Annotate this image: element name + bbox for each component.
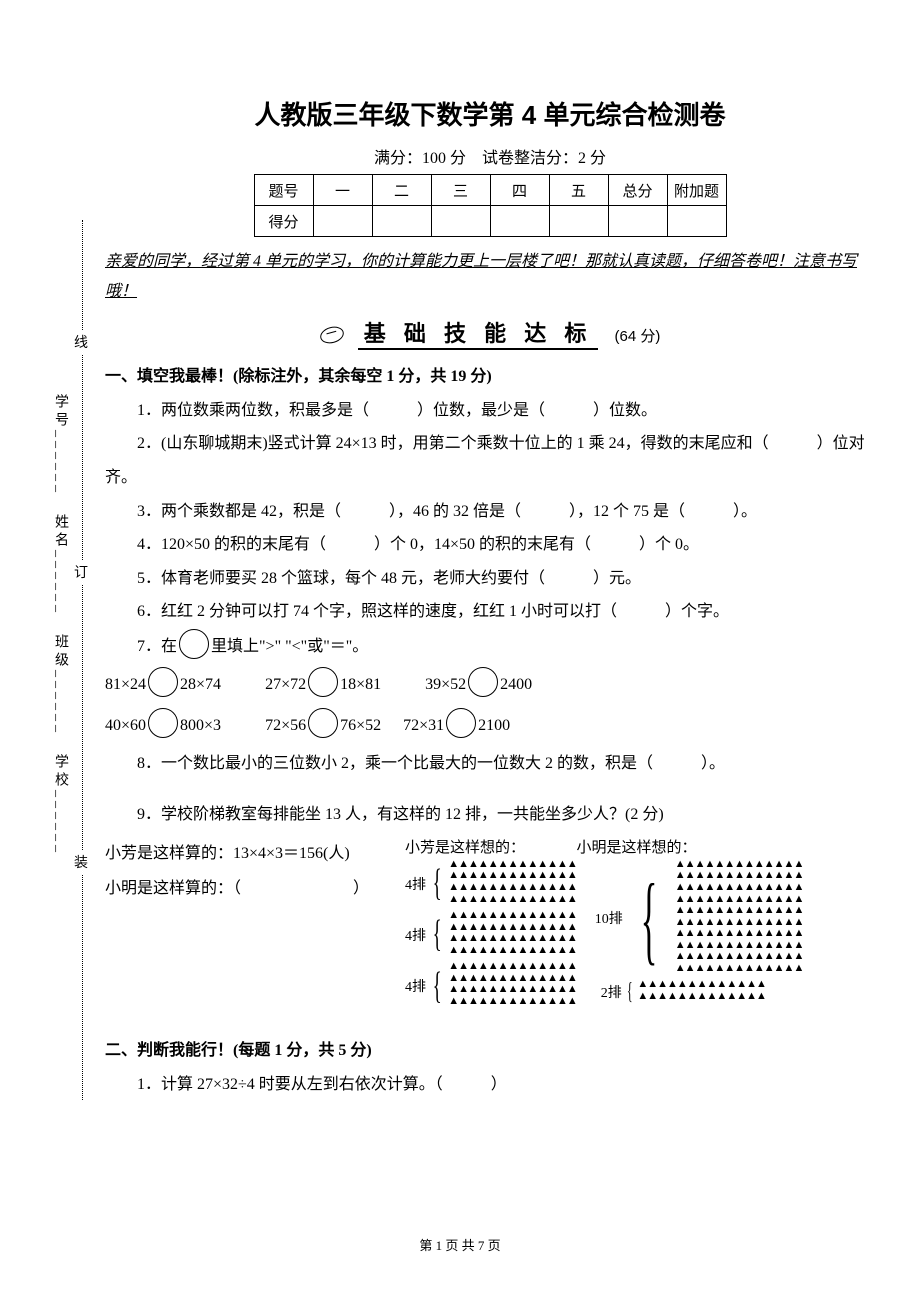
score-cell xyxy=(313,206,372,237)
q9-fang-diagram: 4排 { ▲▲▲▲▲▲▲▲▲▲▲▲▲▲▲▲▲▲▲▲▲▲▲▲▲▲▲▲▲▲▲▲▲▲▲… xyxy=(405,859,577,1013)
question-1: 1．两位数乘两位数，积最多是（ ）位数，最少是（ ）位数。 xyxy=(105,394,875,428)
score-cell: 四 xyxy=(490,175,549,206)
section2-heading: 二、判断我能行！(每题 1 分，共 5 分) xyxy=(105,1036,875,1060)
triangle-block: ▲▲▲▲▲▲▲▲▲▲▲▲▲▲▲▲▲▲▲▲▲▲▲▲▲▲▲▲▲▲▲▲▲▲▲▲▲▲▲▲… xyxy=(675,859,804,974)
brace-label: 10排 xyxy=(595,908,623,928)
thumb-icon xyxy=(318,324,345,346)
banner-text: 基 础 技 能 达 标 xyxy=(358,321,599,350)
score-cell: 题号 xyxy=(254,175,313,206)
score-cell: 得分 xyxy=(254,206,313,237)
brace-label: 2排 xyxy=(601,982,622,1002)
brace-icon: { xyxy=(433,868,442,898)
question-8: 8．一个数比最小的三位数小 2，乘一个比最大的一位数大 2 的数，积是（ ）。 xyxy=(105,747,875,781)
circle-icon xyxy=(468,667,498,697)
intro-text: 亲爱的同学，经过第 4 单元的学习，你的计算能力更上一层楼了吧！那就认真读题，仔… xyxy=(105,247,875,308)
expr: 72×56 xyxy=(265,717,306,734)
expr: 18×81 xyxy=(340,676,381,693)
q9-ming-diagram: 10排 { ▲▲▲▲▲▲▲▲▲▲▲▲▲▲▲▲▲▲▲▲▲▲▲▲▲▲▲▲▲▲▲▲▲▲… xyxy=(595,859,804,1013)
section2-q1: 1．计算 27×32÷4 时要从左到右依次计算。（ ） xyxy=(105,1068,875,1102)
exam-subtitle: 满分：100 分 试卷整洁分：2 分 xyxy=(105,144,875,168)
section-banner: 基 础 技 能 达 标 (64 分) xyxy=(105,316,875,348)
circle-icon xyxy=(148,667,178,697)
expr: 27×72 xyxy=(265,676,306,693)
q9-right: 小芳是这样想的： 小明是这样想的： 4排 { ▲▲▲▲▲▲▲▲▲▲▲▲▲▲▲▲▲… xyxy=(405,836,875,1013)
question-7-lead: 7．在 里填上">" "<"或"＝"。 xyxy=(105,629,875,664)
score-cell xyxy=(549,206,608,237)
score-cell xyxy=(372,206,431,237)
binding-name: 姓名______ xyxy=(50,514,70,616)
brace-label: 4排 xyxy=(405,874,426,894)
score-cell: 总分 xyxy=(608,175,667,206)
question-7-row-a: 81×24 28×74 27×72 18×81 39×52 2400 xyxy=(105,664,875,706)
score-cell xyxy=(608,206,667,237)
triangle-block: ▲▲▲▲▲▲▲▲▲▲▲▲▲▲▲▲▲▲▲▲▲▲▲▲▲▲ xyxy=(637,979,766,1002)
expr: 800×3 xyxy=(180,717,221,734)
expr: 81×24 xyxy=(105,676,146,693)
exam-title: 人教版三年级下数学第 4 单元综合检测卷 xyxy=(105,95,875,132)
triangle-block: ▲▲▲▲▲▲▲▲▲▲▲▲▲▲▲▲▲▲▲▲▲▲▲▲▲▲▲▲▲▲▲▲▲▲▲▲▲▲▲▲… xyxy=(448,910,577,956)
binding-id: 学号______ xyxy=(50,394,70,496)
score-cell: 附加题 xyxy=(667,175,726,206)
q9-fang-think-title: 小芳是这样想的： xyxy=(405,836,525,857)
expr: 2400 xyxy=(500,676,532,693)
expr: 28×74 xyxy=(180,676,221,693)
question-9-body: 小芳是这样算的：13×4×3＝156(人) 小明是这样算的：（ ） 小芳是这样想… xyxy=(105,836,875,1013)
question-4: 4．120×50 的积的末尾有（ ）个 0，14×50 的积的末尾有（ ）个 0… xyxy=(105,528,875,562)
question-6: 6．红红 2 分钟可以打 74 个字，照这样的速度，红红 1 小时可以打（ ）个… xyxy=(105,595,875,629)
q9-left: 小芳是这样算的：13×4×3＝156(人) 小明是这样算的：（ ） xyxy=(105,836,405,906)
binding-marker-xian: 线 xyxy=(74,330,88,354)
circle-icon xyxy=(308,667,338,697)
brace-icon: { xyxy=(640,891,657,946)
score-cell xyxy=(431,206,490,237)
question-3: 3．两个乘数都是 42，积是（ ），46 的 32 倍是（ ），12 个 75 … xyxy=(105,495,875,529)
score-table: 题号 一 二 三 四 五 总分 附加题 得分 xyxy=(254,174,727,237)
page-footer: 第 1 页 共 7 页 xyxy=(0,1235,920,1254)
score-cell xyxy=(667,206,726,237)
content-area: 人教版三年级下数学第 4 单元综合检测卷 满分：100 分 试卷整洁分：2 分 … xyxy=(105,95,875,1102)
q9-ming-calc: 小明是这样算的：（ ） xyxy=(105,871,405,906)
q9-ming-think-title: 小明是这样想的： xyxy=(577,836,697,857)
score-cell xyxy=(490,206,549,237)
expr: 39×52 xyxy=(425,676,466,693)
triangle-block: ▲▲▲▲▲▲▲▲▲▲▲▲▲▲▲▲▲▲▲▲▲▲▲▲▲▲▲▲▲▲▲▲▲▲▲▲▲▲▲▲… xyxy=(448,961,577,1007)
question-7-row-b: 40×60 800×3 72×56 76×52 72×31 2100 xyxy=(105,705,875,747)
circle-icon xyxy=(148,708,178,738)
table-row: 得分 xyxy=(254,206,726,237)
expr: 76×52 xyxy=(340,717,381,734)
score-cell: 五 xyxy=(549,175,608,206)
binding-marker-zhuang: 装 xyxy=(74,850,88,874)
triangle-block: ▲▲▲▲▲▲▲▲▲▲▲▲▲▲▲▲▲▲▲▲▲▲▲▲▲▲▲▲▲▲▲▲▲▲▲▲▲▲▲▲… xyxy=(448,859,577,905)
question-5: 5．体育老师要买 28 个篮球，每个 48 元，老师大约要付（ ）元。 xyxy=(105,562,875,596)
score-cell: 三 xyxy=(431,175,490,206)
brace-icon: { xyxy=(433,971,442,1001)
score-cell: 二 xyxy=(372,175,431,206)
binding-class: 班级______ xyxy=(50,634,70,736)
question-2-text: 2．(山东聊城期末)竖式计算 24×13 时，用第二个乘数十位上的 1 乘 24… xyxy=(105,435,865,486)
expr: 72×31 xyxy=(403,717,444,734)
q9-fang-calc: 小芳是这样算的：13×4×3＝156(人) xyxy=(105,836,405,871)
brace-icon: { xyxy=(433,919,442,949)
table-row: 题号 一 二 三 四 五 总分 附加题 xyxy=(254,175,726,206)
question-9-stem: 9．学校阶梯教室每排能坐 13 人，有这样的 12 排，一共能坐多少人？(2 分… xyxy=(105,798,875,832)
expr: 40×60 xyxy=(105,717,146,734)
section1-heading: 一、填空我最棒！(除标注外，其余每空 1 分，共 19 分) xyxy=(105,362,875,386)
q7-tail-text: 里填上">" "<"或"＝"。 xyxy=(211,638,368,655)
circle-icon xyxy=(446,708,476,738)
binding-marker-ding: 订 xyxy=(74,560,88,584)
circle-icon xyxy=(179,629,209,659)
brace-label: 4排 xyxy=(405,925,426,945)
expr: 2100 xyxy=(478,717,510,734)
binding-school: 学校______ xyxy=(50,754,70,856)
circle-icon xyxy=(308,708,338,738)
brace-label: 4排 xyxy=(405,976,426,996)
score-cell: 一 xyxy=(313,175,372,206)
banner-points: (64 分) xyxy=(614,328,660,345)
question-2: 2．(山东聊城期末)竖式计算 24×13 时，用第二个乘数十位上的 1 乘 24… xyxy=(105,427,875,494)
brace-icon: { xyxy=(627,983,633,1002)
q7-lead-text: 7．在 xyxy=(137,638,177,655)
